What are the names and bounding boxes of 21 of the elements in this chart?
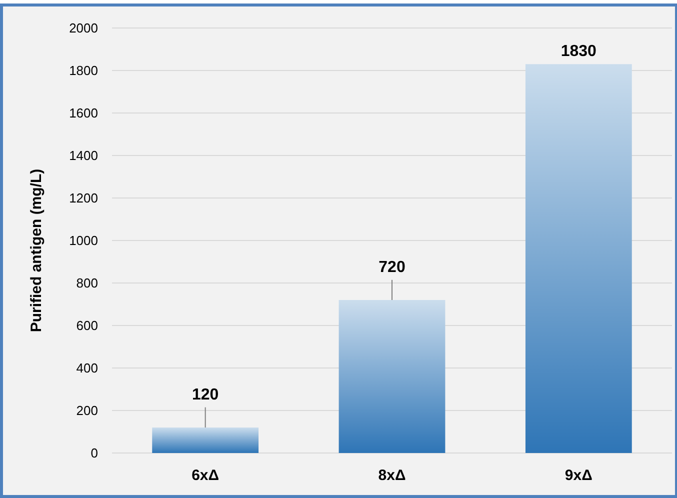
y-tick-label: 400 — [76, 360, 98, 376]
bar — [338, 300, 446, 453]
y-tick-label: 600 — [76, 318, 98, 334]
y-tick-label: 1800 — [69, 63, 98, 78]
y-tick-label: 1400 — [69, 148, 98, 164]
bar — [525, 64, 632, 453]
bar — [152, 428, 259, 453]
y-tick-label: 1200 — [69, 190, 98, 206]
y-tick-label: 1600 — [69, 106, 98, 121]
data-label: 1830 — [560, 43, 597, 60]
y-tick-label: 1000 — [69, 233, 98, 248]
x-tick-label: 9xΔ — [564, 467, 593, 484]
y-tick-label: 200 — [76, 403, 98, 418]
y-tick-label: 800 — [76, 276, 98, 291]
data-label: 120 — [192, 386, 219, 404]
y-tick-label: 0 — [90, 446, 98, 461]
x-tick-label: 6xΔ — [192, 467, 220, 484]
y-tick-label: 2000 — [69, 20, 98, 36]
y-axis-title: Purified antigen (mg/L) — [28, 168, 45, 332]
data-label: 720 — [378, 258, 406, 276]
x-tick-label: 8xΔ — [378, 467, 406, 484]
